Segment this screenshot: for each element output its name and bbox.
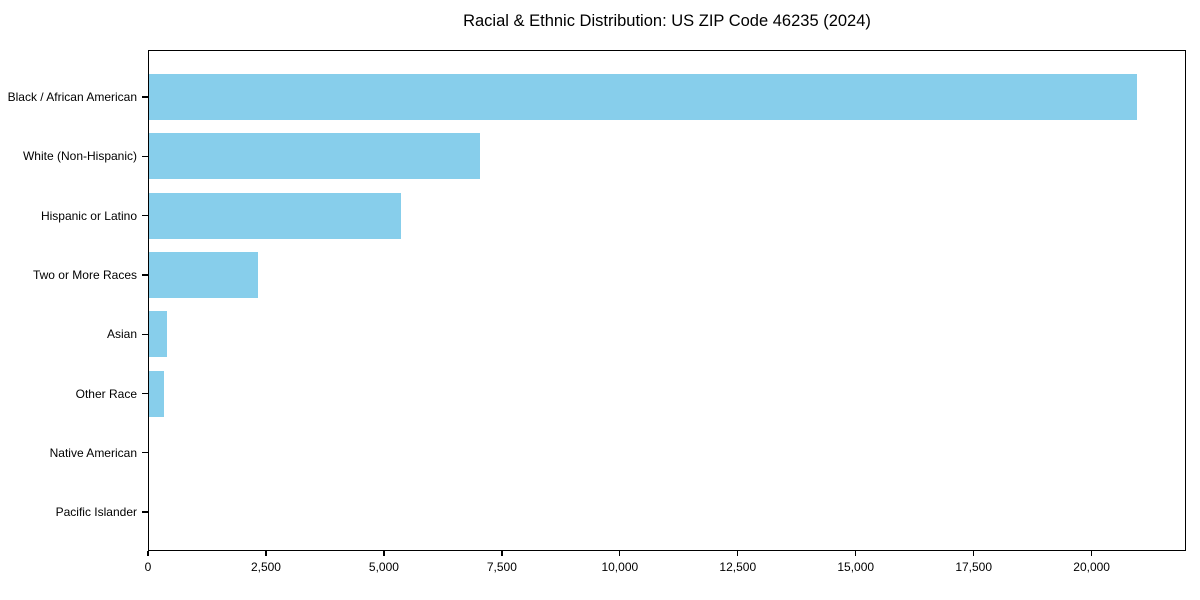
y-axis-label: Two or More Races	[32, 267, 137, 282]
x-tick-label: 20,000	[1073, 560, 1110, 574]
y-tick	[141, 96, 148, 98]
y-tick	[141, 392, 148, 395]
x-tick-label: 12,500	[719, 560, 757, 574]
bar	[149, 370, 164, 417]
y-tick	[141, 155, 148, 157]
y-axis-label: Other Race	[75, 386, 137, 401]
x-tick-label: 2,500	[250, 560, 281, 574]
y-axis-label: Black / African American	[7, 90, 137, 104]
bar	[149, 133, 481, 180]
bar	[149, 251, 258, 298]
x-tick	[501, 551, 503, 556]
y-tick	[141, 333, 148, 335]
y-axis-label: Pacific Islander	[55, 505, 137, 520]
x-tick	[619, 551, 621, 556]
y-tick	[141, 511, 148, 513]
x-tick	[855, 551, 857, 556]
x-tick-label: 0	[144, 560, 152, 574]
y-axis-label: Hispanic or Latino	[40, 208, 137, 223]
y-tick	[141, 274, 148, 276]
x-tick-label: 10,000	[601, 560, 639, 574]
bar	[149, 192, 402, 239]
bar	[149, 74, 1138, 120]
y-tick	[141, 452, 148, 454]
y-axis-label: White (Non-Hispanic)	[22, 149, 137, 164]
x-tick	[265, 551, 267, 556]
x-tick-label: 7,500	[486, 560, 517, 574]
x-tick	[383, 551, 385, 556]
x-tick-label: 15,000	[837, 560, 875, 574]
x-tick	[737, 551, 739, 556]
bar	[149, 311, 167, 358]
y-tick	[141, 214, 148, 217]
chart-title: Racial & Ethnic Distribution: US ZIP Cod…	[463, 12, 871, 30]
x-tick	[147, 551, 149, 556]
y-axis-label: Asian	[106, 327, 137, 342]
y-axis-label: Native American	[49, 445, 137, 460]
x-tick-label: 17,500	[955, 560, 993, 574]
x-tick	[973, 551, 975, 556]
plot-area	[148, 50, 1186, 551]
x-tick-label: 5,000	[368, 560, 399, 574]
x-tick	[1090, 551, 1093, 556]
